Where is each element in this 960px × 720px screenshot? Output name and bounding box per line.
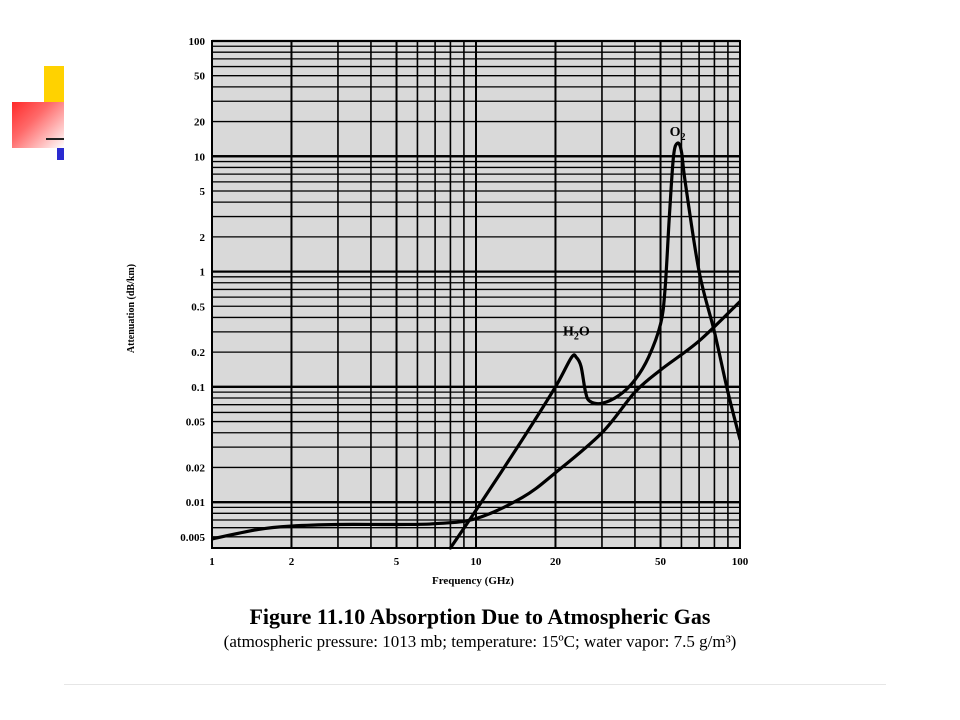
y-tick-label: 100: [189, 36, 206, 48]
y-tick-label: 0.01: [186, 497, 205, 509]
series-line-1: [448, 141, 740, 550]
x-tick-label: 2: [289, 556, 295, 568]
x-tick-label: 5: [394, 556, 400, 568]
slide-accent-line: [46, 138, 64, 140]
x-tick-label: 20: [550, 556, 562, 568]
y-tick-label: 5: [200, 186, 206, 198]
y-tick-label: 10: [194, 151, 206, 163]
y-tick-label: 0.005: [180, 532, 205, 544]
y-tick-label: 20: [194, 117, 206, 129]
o2-label: O2: [670, 125, 686, 143]
x-axis-title: Frequency (GHz): [432, 575, 514, 587]
figure-caption: (atmospheric pressure: 1013 mb; temperat…: [223, 632, 737, 651]
y-tick-label: 0.05: [186, 417, 206, 429]
h2o-label: H2O: [563, 324, 590, 342]
x-tick-label: 100: [732, 556, 749, 568]
y-tick-label: 1: [200, 267, 206, 279]
x-tick-label: 10: [471, 556, 483, 568]
x-tick-label: 50: [655, 556, 667, 568]
y-tick-label: 0.02: [186, 462, 206, 474]
slide-accent-blue: [57, 148, 64, 160]
y-tick-label: 0.5: [191, 301, 205, 313]
y-tick-label: 0.1: [191, 382, 205, 394]
slide-accent-red: [12, 102, 64, 148]
y-tick-label: 50: [194, 71, 206, 83]
y-axis-title: Attenuation (dB/km): [126, 264, 137, 353]
series-line-2: [212, 299, 740, 541]
attenuation-chart: 1 2 5 10 20 50 100 0.005 0.01 0.02 0.05 0.1 0.2 0.5 1 2…: [126, 36, 749, 587]
y-tick-label: 2: [200, 232, 206, 244]
y-tick-label: 0.2: [191, 347, 205, 359]
x-tick-label: 1: [209, 556, 215, 568]
bottom-divider: [64, 684, 886, 685]
figure-title: Figure 11.10 Absorption Due to Atmospher…: [249, 604, 711, 629]
